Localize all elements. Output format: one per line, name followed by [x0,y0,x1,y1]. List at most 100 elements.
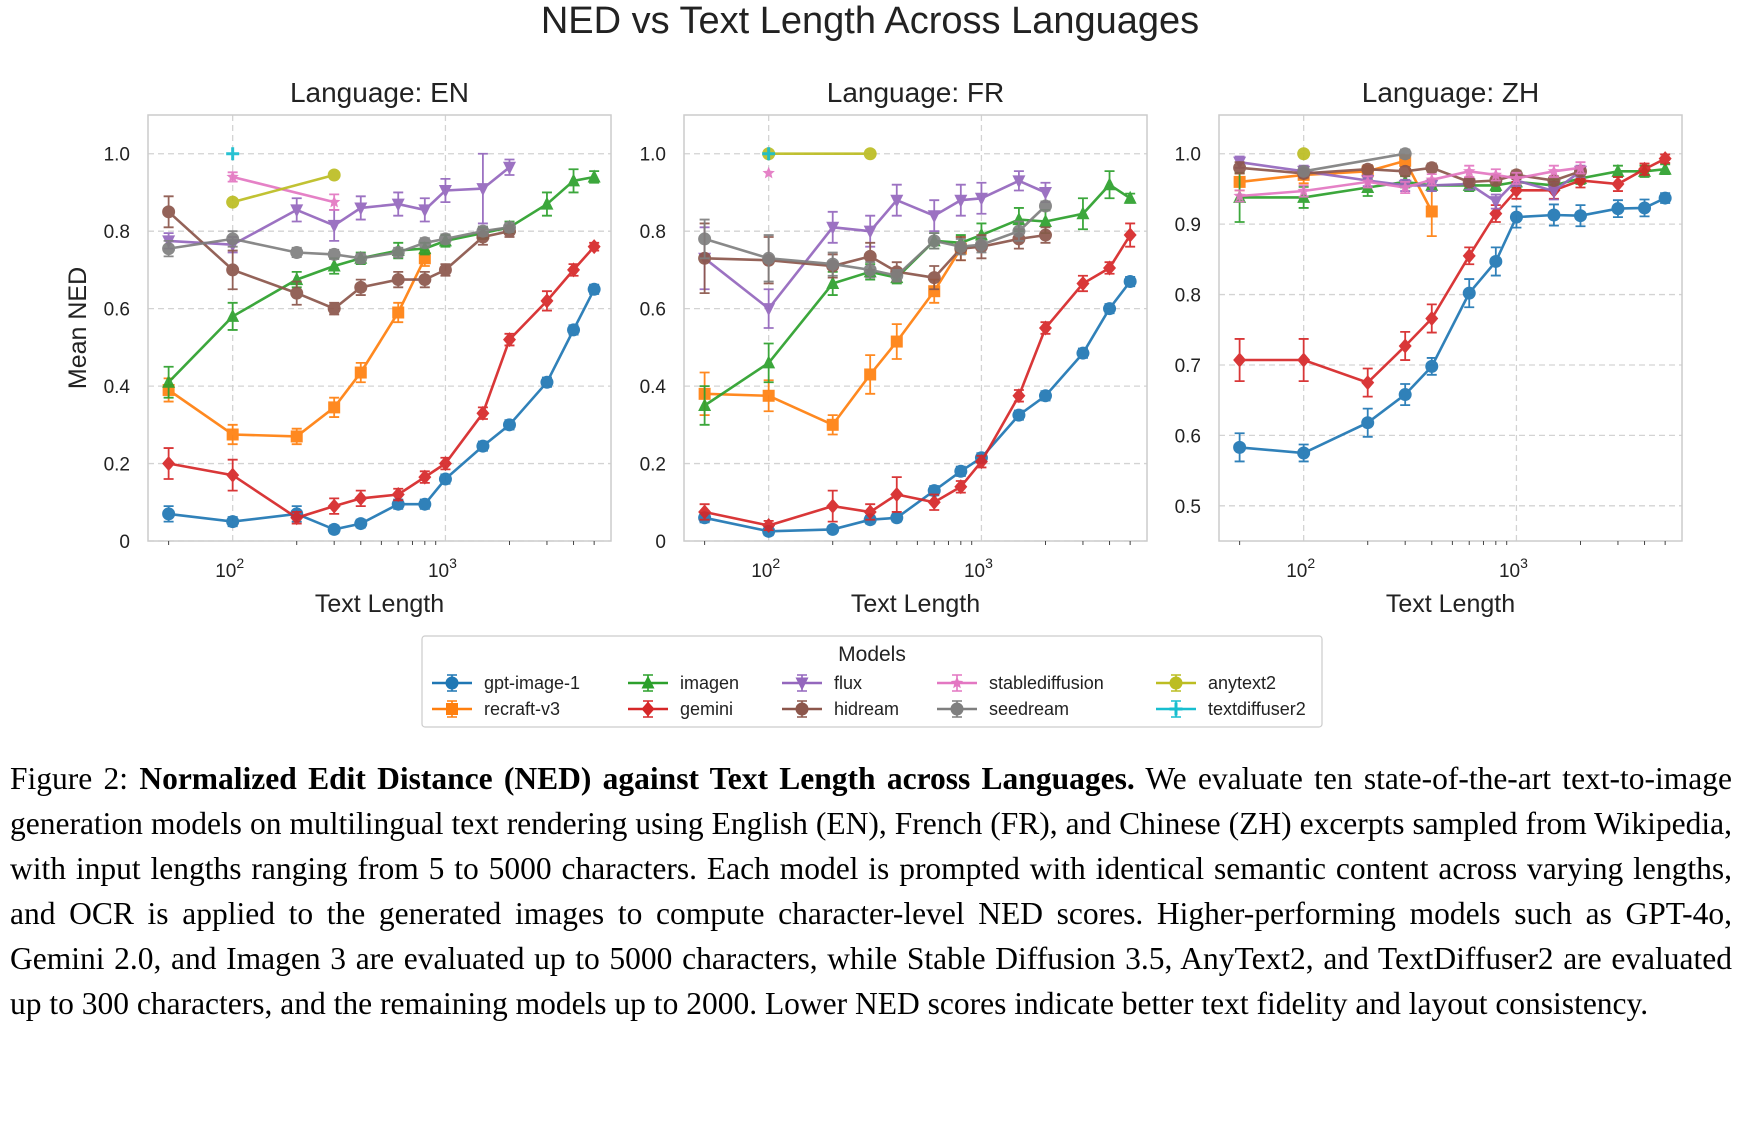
caption-body: We evaluate ten state-of-the-art text-to… [10,761,1732,1021]
data-point-marker [391,245,405,259]
data-point-marker [391,198,405,212]
legend-marker [950,676,964,689]
series-line [167,210,510,311]
legend-title: Models [838,643,906,666]
legend-item-hidream: hidream [782,699,899,719]
data-point-marker [1611,163,1625,177]
data-point-marker [502,332,516,348]
y-tick-label: 0.9 [1175,215,1201,236]
data-point-marker [1462,248,1476,264]
y-tick-label: 0.2 [640,455,666,476]
data-point-marker [290,430,303,443]
data-point-marker [1509,210,1523,224]
data-point-marker [890,511,904,525]
data-point-marker [1233,440,1247,454]
data-point-marker [863,504,877,520]
data-point-marker [418,252,431,265]
data-point-marker [328,195,341,208]
y-tick-label: 0.8 [104,222,130,243]
panel-2: 0 0.2 0.4 0.6 0.8 1.0 102 103 Language: FR Text L… [640,77,1148,618]
legend-marker [445,676,459,690]
data-point-marker [1297,446,1311,460]
series-textdiffuser2 [762,147,776,161]
data-point-marker [1658,161,1672,175]
y-axis-label: Mean NED [64,267,92,389]
data-point-marker [1233,352,1247,368]
data-point-marker [1398,388,1412,402]
data-point-marker [1398,338,1412,354]
data-point-marker [1638,161,1652,177]
y-tick-label: 0 [119,532,130,553]
data-point-marker [1361,375,1375,391]
plot-area [684,115,1147,541]
data-point-marker [354,251,368,265]
x-tick-label: 102 [215,555,244,582]
data-point-marker [1611,176,1625,192]
y-tick-label: 0.2 [104,455,130,476]
x-tick-label: 103 [964,555,993,582]
data-point-marker [1398,164,1412,178]
data-point-marker [974,238,988,252]
data-point-marker [1103,260,1117,276]
legend-label: flux [834,673,862,693]
data-point-marker [438,472,452,486]
series-stablediffusion [762,166,775,179]
data-point-marker [1233,161,1247,175]
data-point-marker [476,439,490,453]
data-point-marker [502,418,516,432]
data-point-marker [1361,416,1375,430]
data-point-marker [927,234,941,248]
data-point-marker [418,469,432,485]
data-point-marker [540,196,554,210]
data-point-marker [438,185,452,199]
legend-item-seedream: seedream [937,699,1069,719]
data-point-marker [327,302,341,316]
series-line [1239,160,1582,204]
data-point-marker [1463,164,1476,177]
data-point-marker [226,467,240,483]
data-point-marker [1076,275,1090,291]
data-point-marker [954,194,968,208]
data-point-marker [1123,190,1137,204]
data-point-marker [587,169,601,183]
data-point-marker [1425,310,1439,326]
data-point-marker [1547,164,1561,177]
data-point-marker [762,147,776,161]
data-point-marker [1462,286,1476,300]
data-point-marker [1297,147,1311,161]
data-point-marker [1425,205,1438,218]
data-point-marker [698,232,712,246]
axes-frame [147,114,612,542]
data-point-marker [954,479,968,495]
data-point-marker [567,262,581,278]
data-point-marker [1573,209,1587,223]
legend-label: textdiffuser2 [1208,699,1306,719]
series-line [704,233,1046,280]
data-point-marker [1425,161,1439,175]
series-line [1239,166,1581,198]
series-gpt-image-1 [1233,191,1672,463]
series-line [704,205,1047,278]
y-tick-label: 0.8 [640,222,666,243]
series-anytext2 [226,168,341,209]
series-gemini [698,222,1137,534]
data-point-marker [974,192,988,206]
data-point-marker [438,456,452,472]
data-point-marker [540,375,554,389]
caption-label: Figure 2: [10,761,129,796]
x-tick-label: 102 [1286,555,1315,582]
data-point-marker [1038,320,1052,336]
data-point-marker [438,232,452,246]
data-point-marker [226,195,240,209]
data-point-marker [863,225,877,239]
data-point-marker [928,285,941,298]
data-point-marker [476,183,490,197]
data-point-marker [954,240,968,254]
legend-marker [1169,676,1183,690]
series-stablediffusion [1233,161,1587,203]
x-tick-label: 103 [428,555,457,582]
data-point-marker [1076,206,1090,220]
series-line [168,166,511,247]
y-tick-label: 0.8 [1175,286,1201,307]
data-point-marker [1233,189,1246,202]
